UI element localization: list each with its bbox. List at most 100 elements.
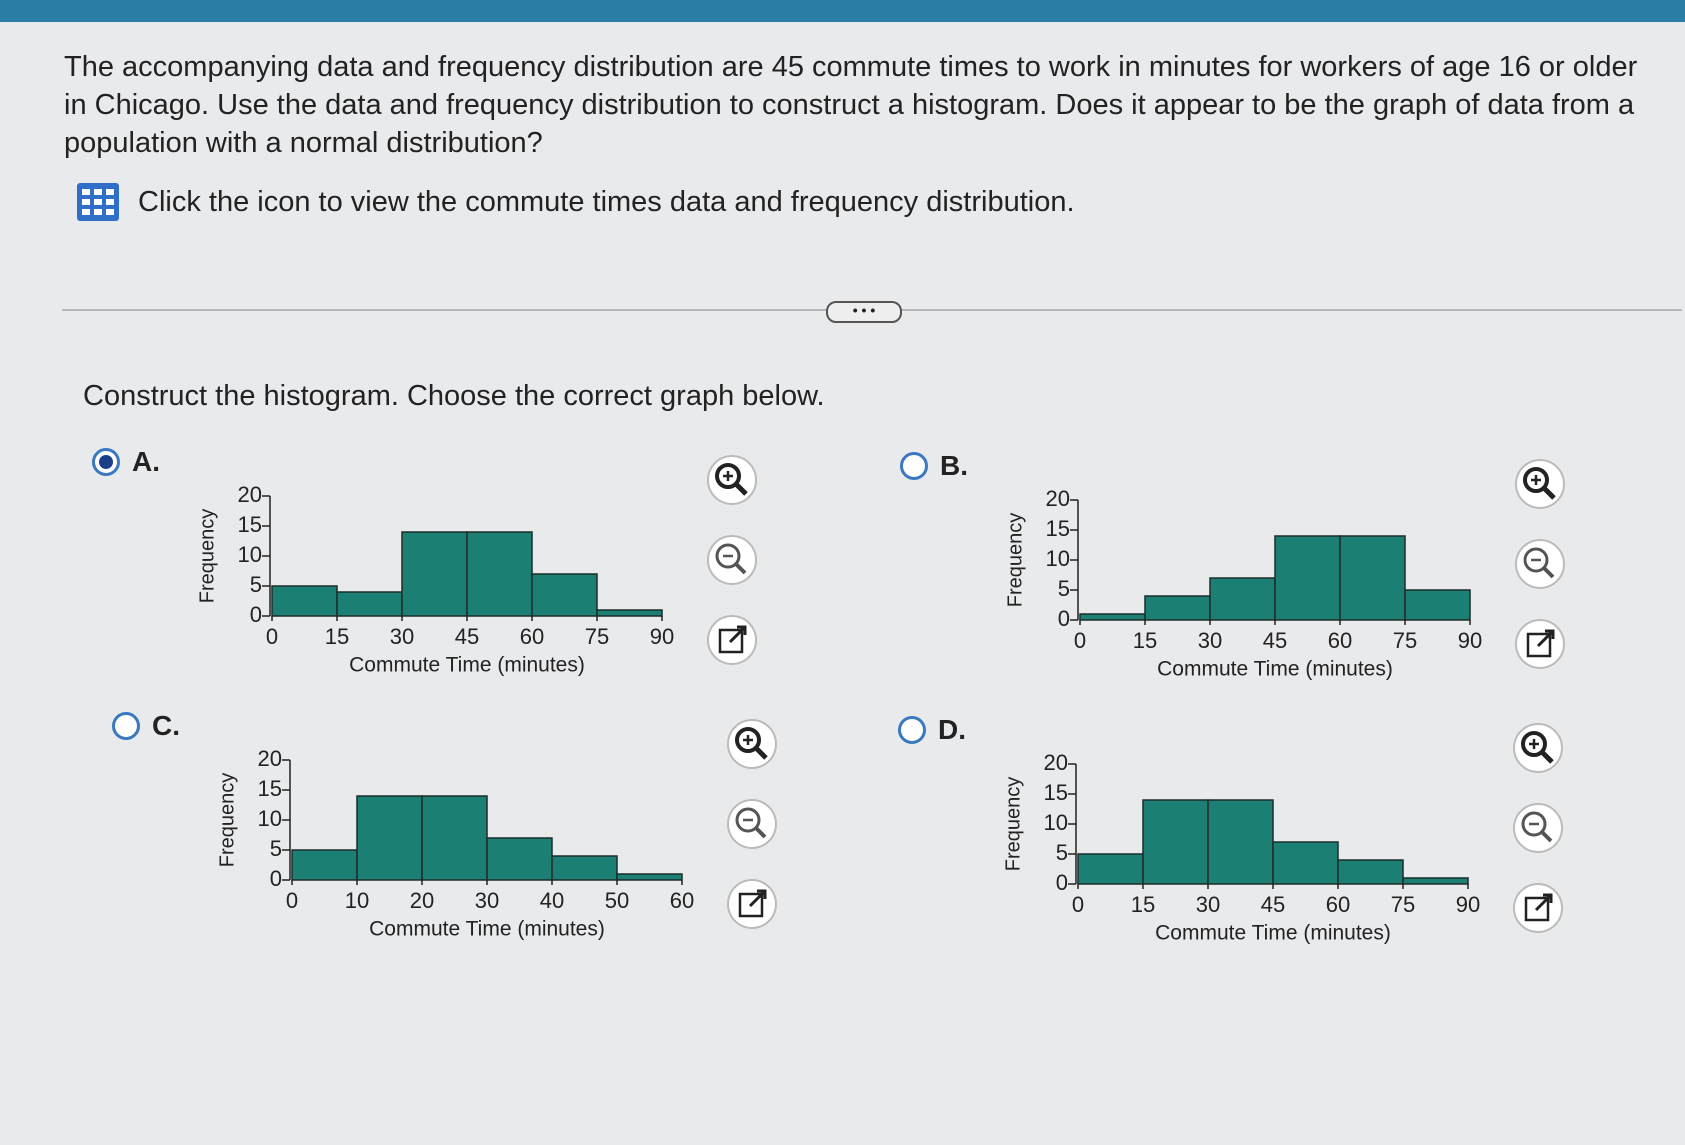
x-tick-label: 60 [670,888,694,913]
histogram: Frequency 0 5 10 15 20 0 15 30 45 60 75 90 Commute Ti… [1002,750,1480,945]
y-tick-label: 5 [1058,576,1070,601]
bar [1404,589,1471,621]
x-tick-label: 0 [266,624,278,649]
option-label[interactable]: B. [940,450,968,481]
open-window[interactable] [727,879,777,929]
y-tick-label: 20 [238,482,262,507]
y-tick-label: 10 [1044,810,1068,835]
zoom-out[interactable] [1513,803,1563,853]
zoom-tools [707,455,757,665]
bar [466,531,533,617]
option-label[interactable]: C. [152,710,180,741]
zoom-in[interactable] [1515,459,1565,509]
x-tick-label: 75 [585,624,609,649]
zoom-out[interactable] [1515,539,1565,589]
bar [1274,535,1341,621]
open-window[interactable] [707,615,757,665]
answer-option[interactable]: C. Frequency 0 5 10 15 20 0 10 20 30 40 50 60 Commute… [112,710,872,972]
zoom-in[interactable] [707,455,757,505]
zoom-tools [727,719,777,929]
y-tick-label: 5 [270,836,282,861]
answer-option[interactable]: A. Frequency 0 5 10 15 20 0 15 30 45 60 75 90 Commute… [92,446,852,708]
x-tick-label: 75 [1391,892,1415,917]
histogram: Frequency 0 5 10 15 20 0 15 30 45 60 75 90 Commute Ti… [1004,486,1482,681]
y-tick-label: 5 [250,572,262,597]
expand-button[interactable]: • • • [826,301,902,323]
chart-tools [1510,454,1570,699]
histogram: Frequency 0 5 10 15 20 0 15 30 45 60 75 90 Commute Ti… [196,482,674,677]
bar [551,855,618,881]
x-tick-label: 15 [1133,628,1157,653]
open-window[interactable] [1513,883,1563,933]
radio-button[interactable] [112,712,140,740]
x-tick-label: 10 [345,888,369,913]
answer-option[interactable]: D. Frequency 0 5 10 15 20 0 15 30 45 60 75 90 Commute… [898,714,1658,976]
icon-text[interactable]: Click the icon to view the commute times… [138,185,1075,218]
x-tick-label: 60 [520,624,544,649]
bar [356,795,423,881]
x-tick-label: 0 [1074,628,1086,653]
bar [1402,877,1469,885]
option-label[interactable]: A. [132,446,160,477]
radio-button[interactable] [898,716,926,744]
data-link[interactable]: Click the icon to view the commute times… [76,182,1075,222]
table-icon[interactable] [76,182,120,222]
bar [401,531,468,617]
x-tick-label: 30 [390,624,414,649]
bar [336,591,403,617]
x-tick-label: 45 [1261,892,1285,917]
y-tick-label: 10 [238,542,262,567]
x-axis-label: Commute Time (minutes) [369,918,605,941]
x-tick-label: 20 [410,888,434,913]
bar [1207,799,1274,885]
y-axis-label: Frequency [1004,513,1026,608]
zoom-tools [1513,723,1563,933]
x-tick-label: 45 [1263,628,1287,653]
y-axis-label: Frequency [1002,777,1024,872]
bar [271,585,338,617]
bar [531,573,598,617]
open-window[interactable] [1515,619,1565,669]
bar [616,873,683,881]
x-axis-label: Commute Time (minutes) [349,654,585,677]
y-tick-label: 5 [1056,840,1068,865]
y-tick-label: 15 [1046,516,1070,541]
chart-tools [702,450,762,695]
x-tick-label: 60 [1326,892,1350,917]
y-tick-label: 10 [1046,546,1070,571]
y-tick-label: 15 [238,512,262,537]
chart-tools [722,714,782,959]
y-tick-label: 0 [1058,606,1070,631]
y-tick-label: 0 [1056,870,1068,895]
top-bar [0,0,1685,22]
x-tick-label: 90 [1458,628,1482,653]
question: The accompanying data and frequency dist… [64,51,1638,159]
x-tick-label: 0 [1072,892,1084,917]
bar [1337,859,1404,885]
radio-button[interactable] [900,452,928,480]
radio-button[interactable] [92,448,120,476]
x-tick-label: 15 [1131,892,1155,917]
bar [1077,853,1144,885]
bar [1144,595,1211,621]
bar [1272,841,1339,885]
zoom-in[interactable] [727,719,777,769]
y-axis-label: Frequency [196,509,218,604]
x-tick-label: 50 [605,888,629,913]
x-tick-label: 40 [540,888,564,913]
histogram: Frequency 0 5 10 15 20 0 10 20 30 40 50 60 Commute Ti… [216,746,694,941]
y-tick-label: 20 [258,746,282,771]
option-label[interactable]: D. [938,714,966,745]
answer-option[interactable]: B. Frequency 0 5 10 15 20 0 15 30 45 60 75 90 Commute… [900,450,1660,712]
bar [1339,535,1406,621]
zoom-out[interactable] [707,535,757,585]
x-tick-label: 75 [1393,628,1417,653]
zoom-in[interactable] [1513,723,1563,773]
bar [1209,577,1276,621]
y-tick-label: 20 [1046,486,1070,511]
y-tick-label: 10 [258,806,282,831]
bar [596,609,663,617]
x-axis-label: Commute Time (minutes) [1155,922,1391,945]
zoom-out[interactable] [727,799,777,849]
